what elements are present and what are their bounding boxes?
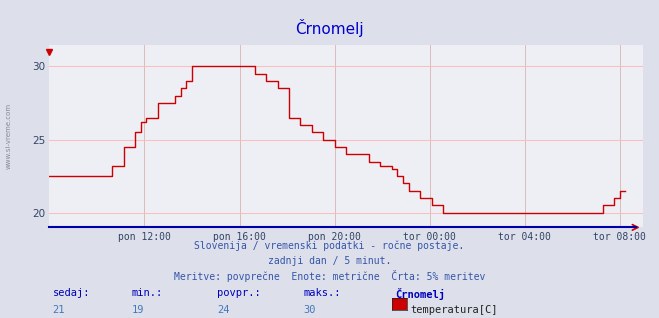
Text: 24: 24 (217, 305, 230, 315)
Text: Črnomelj: Črnomelj (395, 288, 445, 300)
Text: min.:: min.: (132, 288, 163, 298)
Text: Slovenija / vremenski podatki - ročne postaje.: Slovenija / vremenski podatki - ročne po… (194, 240, 465, 251)
Text: povpr.:: povpr.: (217, 288, 261, 298)
Text: 21: 21 (53, 305, 65, 315)
Text: sedaj:: sedaj: (53, 288, 90, 298)
Text: zadnji dan / 5 minut.: zadnji dan / 5 minut. (268, 256, 391, 266)
Text: 30: 30 (303, 305, 316, 315)
Text: Črnomelj: Črnomelj (295, 19, 364, 37)
Text: temperatura[C]: temperatura[C] (410, 305, 498, 315)
Text: www.si-vreme.com: www.si-vreme.com (5, 103, 12, 169)
Text: maks.:: maks.: (303, 288, 341, 298)
Text: Meritve: povprečne  Enote: metrične  Črta: 5% meritev: Meritve: povprečne Enote: metrične Črta:… (174, 270, 485, 282)
Text: 19: 19 (132, 305, 144, 315)
